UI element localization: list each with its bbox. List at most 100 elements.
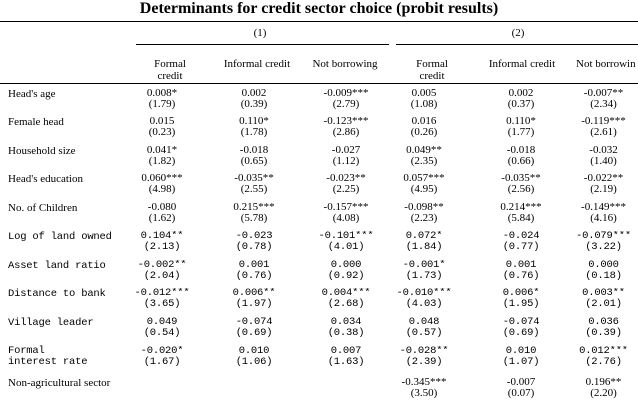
z-statistic: (0.69) [502, 327, 540, 339]
coefficient-value: 0.104** [140, 231, 184, 242]
table-cell: 0.104** (2.13) [120, 231, 204, 253]
coefficient-value: 0.006** [232, 288, 276, 299]
coefficient-value: -0.022** [583, 173, 624, 184]
table-cell: -0.098** (2.23) [382, 202, 466, 224]
z-statistic: (0.92) [327, 270, 365, 282]
z-statistic: (1.79) [148, 98, 176, 110]
col-header-notborrow-1: Not borrowing [312, 58, 378, 70]
z-statistic: (2.19) [590, 183, 617, 195]
z-statistic: (0.76) [502, 270, 540, 282]
table-cell: 0.110* (1.78) [212, 116, 296, 138]
table-cell: -0.002** (2.04) [120, 260, 204, 282]
table-cell: -0.012*** (3.65) [120, 288, 204, 310]
z-statistic: (2.04) [143, 270, 181, 282]
table-cell: 0.006* (1.95) [479, 288, 563, 310]
coefficient-value: -0.018 [239, 145, 269, 156]
table-cell: 0.214*** (5.84) [479, 202, 563, 224]
coefficient-value: -0.007** [583, 88, 624, 99]
z-statistic: (0.76) [235, 270, 273, 282]
coefficient-value: -0.023** [326, 173, 366, 184]
row-label: Formal interest rate [8, 345, 88, 368]
z-statistic: (0.77) [502, 241, 540, 253]
z-statistic: (2.55) [240, 183, 268, 195]
z-statistic: (1.67) [143, 356, 181, 368]
coefficient-value: 0.003** [582, 288, 625, 299]
z-statistic: (2.76) [585, 356, 622, 368]
z-statistic: (0.57) [405, 327, 443, 339]
coefficient-value: -0.032 [589, 145, 618, 156]
z-statistic: (4.08) [332, 212, 360, 224]
z-statistic: (4.16) [590, 212, 617, 224]
table-cell: 0.001 (0.76) [212, 260, 296, 282]
table-cell: -0.024 (0.77) [479, 231, 563, 253]
z-statistic: (1.82) [148, 155, 176, 167]
z-statistic: (1.95) [502, 298, 540, 310]
coefficient-value: 0.034 [330, 317, 362, 328]
table-title: Determinants for credit sector choice (p… [139, 0, 499, 17]
table-cell: 0.060*** (4.98) [120, 173, 204, 195]
coefficient-value: -0.101*** [318, 231, 374, 242]
z-statistic: (4.98) [148, 183, 176, 195]
spec-label-2: (2) [511, 27, 525, 39]
coefficient-value: -0.035** [234, 173, 274, 184]
z-statistic: (0.26) [410, 126, 438, 138]
table-cell: 0.196** (2.20) [569, 377, 638, 399]
coefficient-value: 0.060*** [141, 173, 183, 184]
z-statistic: (2.23) [410, 212, 438, 224]
row-label: Female head [8, 116, 64, 128]
table-cell: -0.023 (0.78) [212, 231, 296, 253]
row-label: No. of Children [8, 202, 78, 214]
z-statistic: (3.50) [410, 387, 438, 399]
z-statistic: (5.84) [507, 212, 535, 224]
row-label: Log of land owned [8, 231, 112, 243]
coefficient-value: 0.002 [241, 88, 267, 99]
coefficient-value: -0.074 [502, 317, 540, 328]
z-statistic: (2.68) [327, 298, 365, 310]
table-cell: 0.012*** (2.76) [569, 346, 638, 368]
coefficient-value: 0.214*** [500, 202, 542, 213]
coefficient-value: -0.007 [506, 377, 536, 388]
z-statistic: (2.25) [332, 183, 360, 195]
table-cell: 0.057*** (4.95) [382, 173, 466, 195]
table-cell: -0.079*** (3.22) [569, 231, 638, 253]
z-statistic: (1.12) [332, 155, 360, 167]
coefficient-value: 0.004*** [321, 288, 371, 299]
table-cell: -0.018 (0.66) [479, 145, 563, 167]
coefficient-value: -0.018 [506, 145, 536, 156]
z-statistic: (0.07) [507, 387, 535, 399]
coefficient-value: 0.001 [505, 260, 537, 271]
table-cell: 0.006** (1.97) [212, 288, 296, 310]
spec-label-1: (1) [253, 27, 267, 39]
row-label: Household size [8, 145, 76, 157]
coefficient-value: 0.001 [238, 260, 270, 271]
coefficient-value: -0.079*** [576, 231, 631, 242]
table-cell: 0.036 (0.39) [569, 317, 638, 339]
z-statistic: (1.08) [410, 98, 438, 110]
table-cell: 0.000 (0.18) [569, 260, 638, 282]
coefficient-value: -0.119*** [581, 116, 626, 127]
coefficient-value: -0.098** [404, 202, 444, 213]
table-cell: 0.002 (0.39) [212, 88, 296, 110]
z-statistic: (0.78) [235, 241, 273, 253]
z-statistic: (2.20) [590, 387, 617, 399]
coefficient-value: -0.149*** [581, 202, 626, 213]
table-cell: 0.072* (1.84) [382, 231, 466, 253]
row-label: Asset land ratio [8, 260, 106, 272]
coefficient-value: 0.002 [508, 88, 534, 99]
table-cell: -0.119*** (2.61) [569, 116, 638, 138]
coefficient-value: -0.345*** [401, 377, 447, 388]
z-statistic: (0.38) [327, 327, 365, 339]
coefficient-value: -0.023 [235, 231, 273, 242]
coefficient-value: 0.048 [408, 317, 440, 328]
table-cell: 0.049 (0.54) [120, 317, 204, 339]
z-statistic: (1.73) [405, 270, 443, 282]
z-statistic: (1.97) [235, 298, 273, 310]
table-cell: -0.027 (1.12) [304, 145, 388, 167]
coefficient-value: 0.000 [588, 260, 619, 271]
coefficient-value: 0.072* [405, 231, 443, 242]
table-cell: 0.215*** (5.78) [212, 202, 296, 224]
table-cell: -0.035** (2.56) [479, 173, 563, 195]
z-statistic: (1.77) [507, 126, 535, 138]
